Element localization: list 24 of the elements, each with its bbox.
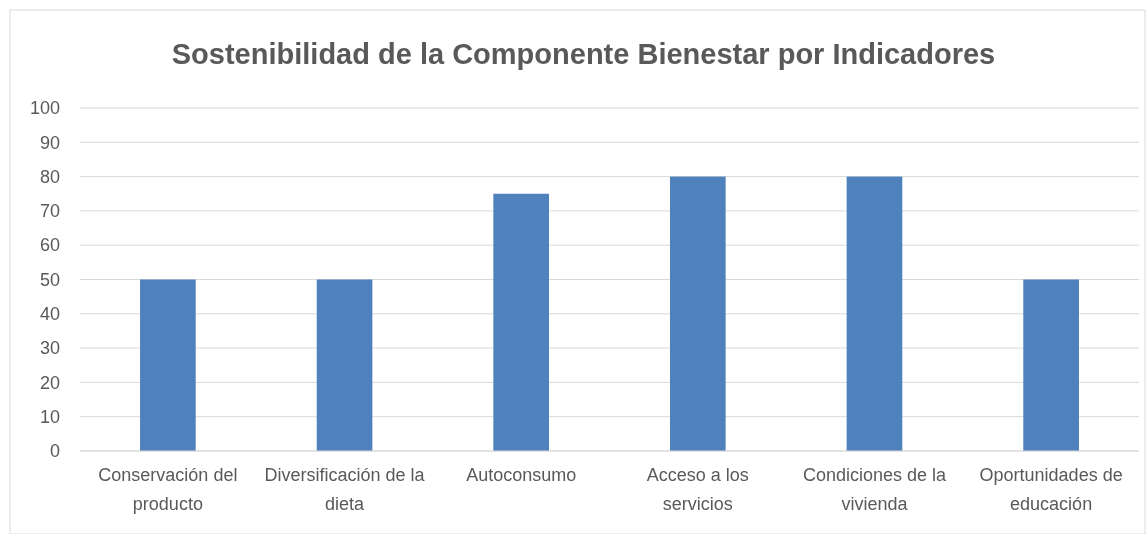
bar	[1023, 279, 1079, 451]
y-tick-label: 20	[39, 372, 60, 393]
bar	[670, 176, 726, 451]
x-tick-label: Conservación del producto	[98, 465, 238, 514]
x-tick-label: Condiciones de la vivienda	[802, 465, 947, 514]
x-tick-label: Diversificación de la dieta	[264, 465, 426, 514]
y-tick-label: 70	[39, 201, 60, 222]
x-tick-label: Acceso a los servicios	[646, 465, 749, 514]
chart-title: Sostenibilidad de la Componente Bienestar por Indicadores	[171, 38, 996, 70]
x-tick-label: Oportunidades de educación	[979, 465, 1123, 514]
y-tick-label: 90	[39, 132, 60, 153]
y-tick-label: 60	[39, 235, 60, 256]
bar	[140, 279, 196, 451]
y-tick-label: 100	[29, 98, 60, 119]
y-tick-label: 10	[39, 406, 60, 427]
y-tick-label: 80	[39, 166, 60, 187]
y-tick-label: 0	[49, 441, 60, 462]
bar	[316, 279, 373, 451]
bar	[846, 176, 903, 451]
y-tick-label: 50	[39, 269, 60, 290]
bar	[493, 193, 549, 451]
y-tick-label: 40	[39, 304, 60, 325]
x-tick-label: Autoconsumo	[466, 465, 577, 485]
y-tick-label: 30	[39, 338, 60, 359]
